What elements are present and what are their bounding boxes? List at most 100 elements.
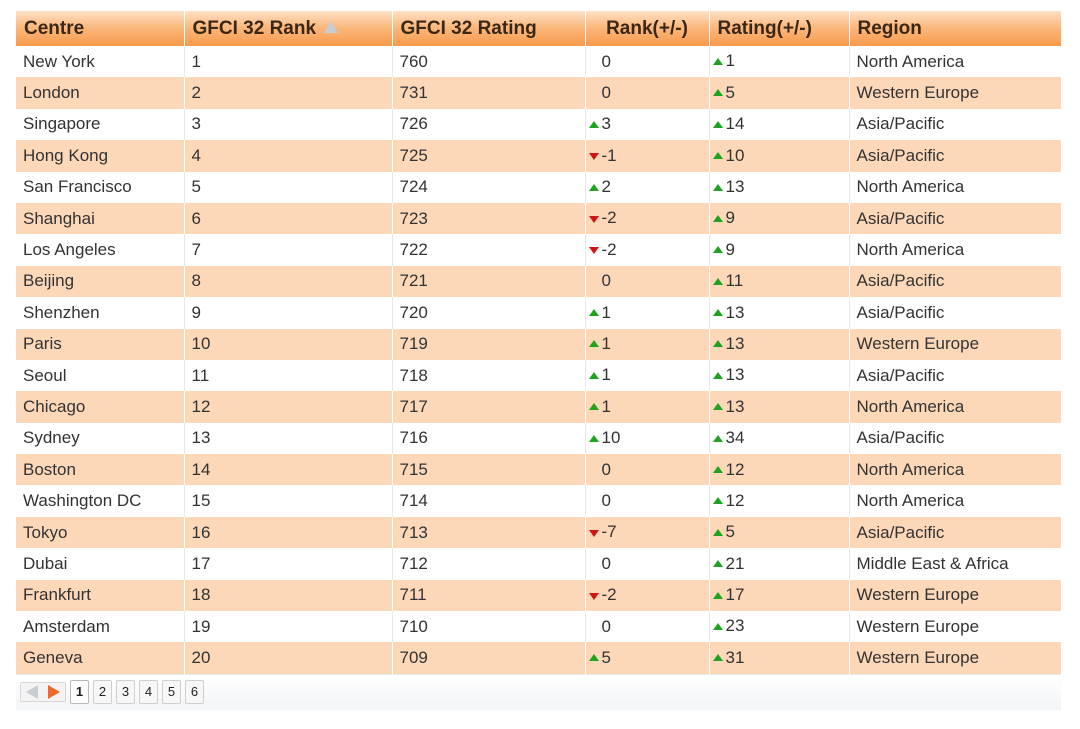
rankings-table-container: Centre GFCI 32 Rank GFCI 32 Rating Rank(… [16,11,1061,710]
cell-rank-change-value: 1 [586,365,611,386]
cell-centre-text: Shenzhen [23,302,100,322]
column-header-rating[interactable]: GFCI 32 Rating [392,11,586,46]
arrow-down-icon [588,523,601,543]
cell-rank-text: 20 [191,648,211,668]
table-row[interactable]: Shenzhen 9 720 1 13 Asia/Pacific [16,297,1061,329]
arrow-up-icon [712,586,725,606]
arrow-up-icon [588,334,601,354]
triangle-down-icon [589,592,599,600]
page-button[interactable]: 2 [93,680,112,705]
table-row[interactable]: Los Angeles 7 722 -2 9 North America [16,234,1061,266]
column-header-label: Rank(+/-) [606,17,688,39]
cell-rank-change: 0 [585,611,710,643]
arrow-up-icon [588,303,601,323]
cell-rating-change: 14 [709,108,850,141]
sort-ascending-icon [324,20,339,33]
table-row[interactable]: Seoul 11 718 1 13 Asia/Pacific [16,359,1061,392]
table-row[interactable]: Beijing 8 721 0 11 Asia/Pacific [16,265,1061,298]
table-row[interactable]: Amsterdam 19 710 0 23 Western Europe [16,611,1061,643]
page-button[interactable]: 5 [162,680,181,705]
cell-rank-change-value: 0 [586,271,611,291]
table-row[interactable]: Tokyo 16 713 -7 5 Asia/Pacific [16,516,1061,549]
cell-rank-change-value: -2 [586,585,617,606]
cell-rating-change-text: 13 [725,177,745,196]
cell-centre-text: Paris [23,334,62,354]
table-row[interactable]: Frankfurt 18 711 -2 17 Western Europe [16,579,1061,612]
column-header-rating-change[interactable]: Rating(+/-) [709,11,850,46]
column-header-rank[interactable]: GFCI 32 Rank [184,11,393,46]
cell-region: Western Europe [849,642,1061,674]
cell-rating: 714 [392,485,586,517]
table-row[interactable]: Chicago 12 717 1 13 North America [16,391,1061,423]
triangle-up-icon [713,246,723,254]
cell-rank-text: 11 [191,365,210,385]
triangle-up-icon [713,497,723,505]
column-header-region[interactable]: Region [849,11,1061,46]
cell-rank-change-value: -2 [586,208,617,229]
triangle-up-icon [589,654,599,662]
arrow-up-icon [712,617,725,637]
table-row[interactable]: Washington DC 15 714 0 12 North America [16,485,1061,517]
column-header-rank-change[interactable]: Rank(+/-) [585,11,710,46]
cell-rank-change-value: 0 [586,491,611,511]
cell-rank: 11 [184,359,393,392]
triangle-up-icon [713,560,723,568]
cell-centre-text: New York [23,51,95,71]
table-row[interactable]: Sydney 13 716 10 34 Asia/Pacific [16,422,1061,455]
page-button[interactable]: 6 [185,680,204,705]
cell-rank-change-value: 0 [586,460,611,480]
cell-region: Western Europe [849,77,1061,109]
triangle-down-icon [589,529,599,537]
cell-rank: 15 [184,485,393,517]
cell-rank-change-text: 2 [601,177,611,196]
cell-rating-change: 9 [709,202,850,235]
arrow-up-icon [588,178,601,198]
table-row[interactable]: Dubai 17 712 0 21 Middle East & Africa [16,548,1061,580]
cell-rating-change-value: 14 [710,114,744,135]
cell-rank-text: 4 [191,145,201,165]
cell-region: Western Europe [849,328,1061,360]
cell-centre: Amsterdam [16,611,185,643]
cell-centre-text: Singapore [23,114,101,134]
table-row[interactable]: Shanghai 6 723 -2 9 Asia/Pacific [16,202,1061,235]
triangle-up-icon [713,591,723,599]
arrow-up-icon [712,52,725,72]
table-row[interactable]: Boston 14 715 0 12 North America [16,454,1061,486]
triangle-up-icon [713,277,723,285]
cell-rating-text: 716 [399,428,428,448]
cell-region-text: Asia/Pacific [856,145,945,165]
cell-rank-change-value: -2 [586,240,617,261]
table-row[interactable]: Paris 10 719 1 13 Western Europe [16,328,1061,360]
table-row[interactable]: Hong Kong 4 725 -1 10 Asia/Pacific [16,140,1061,172]
table-row[interactable]: London 2 731 0 5 Western Europe [16,77,1061,109]
page-button[interactable]: 1 [70,680,89,705]
arrow-up-icon [712,303,725,323]
cell-rating-change-text: 13 [725,333,745,353]
cell-rating-change-text: 5 [725,82,735,102]
next-page-button[interactable] [43,683,65,701]
cell-rank-change-text: -2 [601,208,617,228]
triangle-up-icon [713,214,723,222]
triangle-up-icon [713,183,723,191]
prev-page-button[interactable] [21,683,43,701]
cell-rank-change: 3 [585,108,710,141]
page-button[interactable]: 4 [139,680,158,705]
cell-rank-text: 8 [191,271,201,291]
column-header-centre[interactable]: Centre [16,11,185,46]
page-button[interactable]: 3 [116,680,135,705]
cell-rating-change-value: 34 [710,428,744,449]
cell-rank: 4 [184,140,393,172]
cell-rating-change: 12 [709,485,850,517]
cell-rating-text: 722 [399,240,428,260]
cell-rating-change-text: 12 [725,490,745,510]
cell-rating-text: 709 [399,648,428,668]
table-row[interactable]: New York 1 760 0 1 North America [16,46,1061,78]
table-row[interactable]: San Francisco 5 724 2 13 North America [16,171,1061,203]
cell-rank-change-value: 3 [586,114,611,135]
table-row[interactable]: Geneva 20 709 5 31 Western Europe [16,642,1061,674]
cell-region-text: North America [856,491,965,511]
cell-rank: 1 [184,46,393,78]
cell-rank-change-value: 2 [586,177,611,198]
table-row[interactable]: Singapore 3 726 3 14 Asia/Pacific [16,108,1061,141]
cell-region: Asia/Pacific [849,297,1061,329]
